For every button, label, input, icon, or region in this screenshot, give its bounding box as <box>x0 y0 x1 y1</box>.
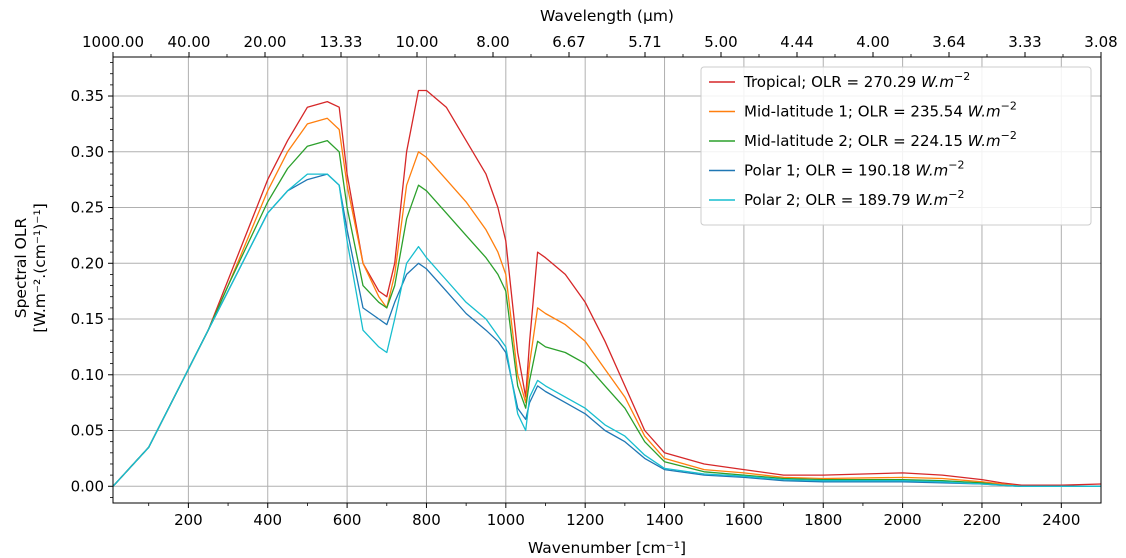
series-lines <box>113 89 1101 487</box>
legend-entry: Tropical; OLR = 270.29 W.m−2 <box>743 70 970 91</box>
x-tick-label: 2200 <box>963 511 1001 529</box>
top-tick-label: 3.33 <box>1008 33 1041 51</box>
series-line <box>113 89 1101 487</box>
x-tick-label: 1200 <box>566 511 604 529</box>
legend-entry: Mid-latitude 1; OLR = 235.54 W.m−2 <box>744 100 1017 121</box>
top-tick-label: 13.33 <box>320 33 363 51</box>
x-tick-label: 200 <box>174 511 203 529</box>
y-tick-label: 0.25 <box>71 199 104 217</box>
y-tick-label: 0.35 <box>71 87 104 105</box>
series-line <box>113 173 1101 487</box>
legend-box <box>700 66 1092 226</box>
y-tick-label: 0.20 <box>71 254 104 272</box>
x-tick-label: 1400 <box>645 511 683 529</box>
x-tick-label: 800 <box>412 511 441 529</box>
y-axis-label-line1: Spectral OLR <box>12 218 30 319</box>
series-line <box>113 139 1101 487</box>
top-tick-label: 20.00 <box>244 33 287 51</box>
y-tick-label: 0.10 <box>71 366 104 384</box>
legend-entry: Mid-latitude 2; OLR = 224.15 W.m−2 <box>744 129 1017 150</box>
top-axis-label: Wavelength (μm) <box>540 7 674 25</box>
top-tick-label: 4.44 <box>780 33 813 51</box>
top-tick-label: 3.64 <box>932 33 965 51</box>
top-tick-label: 10.00 <box>396 33 439 51</box>
top-tick-label: 6.67 <box>552 33 585 51</box>
y-tick-label: 0.30 <box>71 143 104 161</box>
top-tick-label: 1000.00 <box>82 33 144 51</box>
top-tick-label: 40.00 <box>168 33 211 51</box>
x-tick-label: 1800 <box>804 511 842 529</box>
ticks: 200 400 600 800 1000 1200 1400 1600 1800 2000 2200… <box>71 33 1118 529</box>
x-axis-label: Wavenumber [cm⁻¹] <box>528 539 686 557</box>
legend: Tropical; OLR = 270.29 W.m−2 Mid-latitude… <box>700 66 1092 226</box>
legend-entry: Polar 1; OLR = 190.18 W.m−2 <box>744 159 965 180</box>
x-tick-label: 2000 <box>884 511 922 529</box>
top-tick-label: 3.08 <box>1084 33 1117 51</box>
x-tick-label: 600 <box>333 511 362 529</box>
y-tick-label: 0.15 <box>71 310 104 328</box>
legend-entry: Polar 2; OLR = 189.79 W.m−2 <box>744 188 965 209</box>
top-tick-label: 8.00 <box>476 33 509 51</box>
y-tick-label: 0.00 <box>71 477 104 495</box>
x-tick-label: 2400 <box>1042 511 1080 529</box>
x-tick-label: 1600 <box>725 511 763 529</box>
top-tick-label: 5.00 <box>704 33 737 51</box>
series-line <box>113 117 1101 487</box>
y-axis-label-line2: [W.m⁻².(cm⁻¹)⁻¹] <box>31 203 49 333</box>
y-tick-label: 0.05 <box>71 422 104 440</box>
top-tick-label: 5.71 <box>628 33 661 51</box>
series-line <box>113 173 1101 487</box>
x-tick-label: 1000 <box>487 511 525 529</box>
x-tick-label: 400 <box>253 511 282 529</box>
top-tick-label: 4.00 <box>856 33 889 51</box>
